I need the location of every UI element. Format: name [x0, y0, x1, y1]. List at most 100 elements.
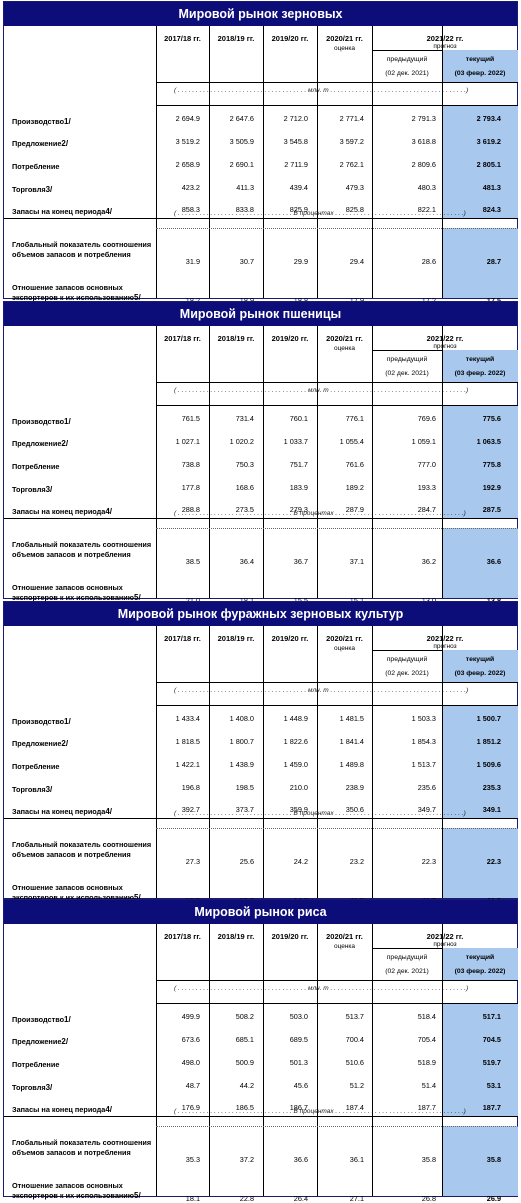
- year-label: 2019/20 гг.: [271, 334, 309, 343]
- table-title: Мировой рынок риса: [4, 900, 517, 924]
- current-column-highlight: [442, 50, 518, 82]
- table-cell: 3 519.2: [175, 137, 200, 146]
- table-cell: 824.3: [482, 205, 501, 214]
- table-cell: 168.6: [235, 483, 254, 492]
- table-cell: 18.8: [248, 296, 308, 305]
- row-label-text: Предложение: [12, 739, 62, 748]
- row-divider: [4, 818, 518, 819]
- forecast-header: 2021/22 гг. прогноз: [372, 634, 518, 650]
- table-cell: 35.8: [486, 1155, 501, 1164]
- column-header-year: 2019/20 гг.: [263, 34, 317, 45]
- row-label-production: Производство1/: [12, 117, 160, 127]
- row-label-text: Потребление: [12, 1060, 60, 1069]
- row-label-consumption: Потребление: [12, 762, 160, 772]
- row-divider: [156, 405, 518, 406]
- units-mln-tonnes: ( . . . . . . . . . . . . . . . . . . . …: [174, 87, 469, 94]
- footnote-marker: 4/: [105, 207, 113, 216]
- table-cell: 1 513.7: [411, 760, 436, 769]
- table-cell: 777.0: [417, 460, 436, 469]
- footnote-marker: 1/: [64, 717, 71, 726]
- previous-forecast-label: предыдущий: [386, 656, 428, 663]
- table-cell: 2 658.9: [175, 160, 200, 169]
- row-label-exporters-stocks-ratio: Отношение запасов основных экспортеров к…: [12, 883, 160, 902]
- table-cell: 29.9: [293, 257, 308, 266]
- table-cell: 1 481.5: [339, 714, 364, 723]
- forecast-sublabel: прогноз: [433, 343, 457, 350]
- table-cell: 177.8: [181, 483, 200, 492]
- table-cell: 350.6: [345, 805, 364, 814]
- table-cell: 287.5: [482, 505, 501, 514]
- dotted-divider: [156, 1126, 518, 1127]
- table-grid: 2017/18 гг. 2018/19 гг. 2019/20 гг. 2020/21…: [4, 26, 518, 305]
- footnote-marker: 4/: [105, 1105, 113, 1114]
- table-cell: 238.9: [345, 783, 364, 792]
- table-cell: 186.7: [289, 1103, 308, 1112]
- table-cell: 775.6: [482, 414, 501, 423]
- table-grid: 2017/18 гг. 2018/19 гг. 2019/20 гг. 2020/21…: [4, 626, 518, 905]
- row-label-text: Отношение запасов основных экспортеров к…: [12, 283, 135, 302]
- row-label-supply: Предложение2/: [12, 739, 160, 749]
- column-header-year: 2018/19 гг.: [209, 34, 263, 45]
- table-cell: 349.1: [482, 805, 501, 814]
- table-cell: 392.7: [181, 805, 200, 814]
- table-cell: 187.4: [345, 1103, 364, 1112]
- table-cell: 284.7: [417, 505, 436, 514]
- table-cell: 2 791.3: [411, 114, 436, 123]
- year-label: 2017/18 гг.: [164, 932, 201, 941]
- table-cell: 189.2: [345, 483, 364, 492]
- table-cell: 349.7: [417, 805, 436, 814]
- column-divider: [156, 26, 157, 298]
- dotted-divider: [156, 228, 518, 229]
- row-label-consumption: Потребление: [12, 1060, 160, 1070]
- table-cell: 2 712.0: [283, 114, 308, 123]
- column-header-year: 2018/19 гг.: [209, 932, 263, 943]
- current-forecast-date: (03 февр. 2022): [454, 70, 506, 77]
- table-cell: 17.2: [376, 296, 436, 305]
- table-cell: 1 800.7: [229, 737, 254, 746]
- row-label-trade: Торговля3/: [12, 485, 160, 495]
- table-cell: 25.6: [239, 857, 254, 866]
- row-label-text: Торговля: [12, 1083, 46, 1092]
- market-table: Мировой рынок пшеницы 2017/18 гг. 2018/19 …: [3, 301, 518, 605]
- table-cell: 822.1: [417, 205, 436, 214]
- table-cell: 18.9: [194, 296, 254, 305]
- table-cell: 36.2: [421, 557, 436, 566]
- table-cell: 750.3: [235, 460, 254, 469]
- row-label-stocks-to-use-ratio: Глобальный показатель соотношения объемо…: [12, 1138, 160, 1157]
- table-cell: 22.8: [239, 1194, 254, 1203]
- row-divider: [156, 1003, 518, 1004]
- table-cell: 705.4: [417, 1035, 436, 1044]
- previous-forecast-label: предыдущий: [386, 56, 428, 63]
- row-label-production: Производство1/: [12, 717, 160, 727]
- table-cell: 18.1: [194, 596, 254, 605]
- table-cell: 36.7: [293, 557, 308, 566]
- column-header-year: 2020/21 гг. оценка: [317, 932, 372, 950]
- table-cell: 769.6: [417, 414, 436, 423]
- row-label-text: Потребление: [12, 162, 60, 171]
- table-cell: 1 408.0: [229, 714, 254, 723]
- footnote-marker: 5/: [134, 292, 141, 302]
- previous-forecast-label: предыдущий: [386, 356, 428, 363]
- table-cell: 26.8: [421, 1194, 436, 1203]
- table-cell: 196.8: [181, 783, 200, 792]
- table-cell: 210.0: [289, 783, 308, 792]
- table-cell: 187.7: [482, 1103, 501, 1112]
- table-cell: 1 020.2: [229, 437, 254, 446]
- table-cell: 518.9: [417, 1058, 436, 1067]
- row-label-consumption: Потребление: [12, 462, 160, 472]
- table-cell: 3 597.2: [339, 137, 364, 146]
- column-divider: [442, 26, 443, 298]
- table-title: Мировой рынок пшеницы: [4, 302, 517, 326]
- table-cell: 499.9: [181, 1012, 200, 1021]
- row-label-exporters-stocks-ratio: Отношение запасов основных экспортеров к…: [12, 283, 160, 302]
- table-cell: 36.4: [239, 557, 254, 566]
- year-label: 2017/18 гг.: [164, 34, 201, 43]
- column-divider: [209, 924, 210, 1196]
- table-cell: 198.5: [235, 783, 254, 792]
- footnote-marker: 4/: [105, 807, 113, 816]
- table-cell: 3 619.2: [476, 137, 501, 146]
- column-divider: [317, 924, 318, 1196]
- forecast-divider: [372, 948, 442, 949]
- table-cell: 1 055.4: [339, 437, 364, 446]
